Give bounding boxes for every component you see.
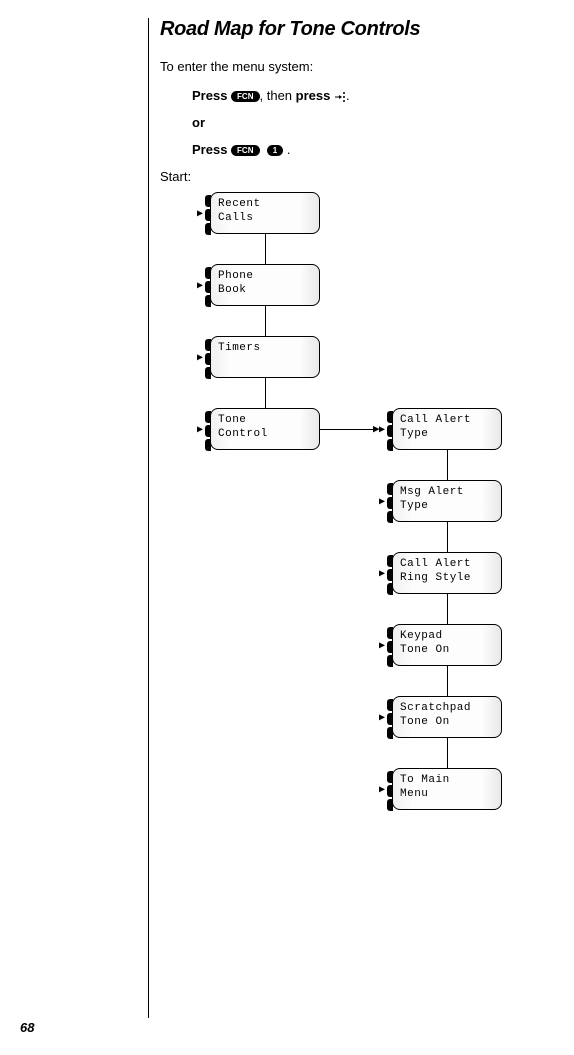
selector-arrow-icon: ▶ xyxy=(379,497,386,510)
intro-text: To enter the menu system: xyxy=(160,59,560,74)
step-1: Press FCN, then press . xyxy=(192,88,560,103)
menu-box-right-5: To MainMenu▶ xyxy=(392,768,502,810)
menu-line2: Tone On xyxy=(400,644,494,658)
menu-line1: Call Alert xyxy=(400,414,494,428)
press-label-3: Press xyxy=(192,142,231,157)
selector-arrow-icon: ▶ xyxy=(379,713,386,726)
menu-line2: Type xyxy=(400,500,494,514)
step2-end: . xyxy=(287,142,291,157)
menu-line2: Calls xyxy=(218,212,312,226)
selector-arrow-icon: ▶ xyxy=(379,641,386,654)
selector-arrow-icon: ▶ xyxy=(197,353,204,366)
menu-line1: Tone xyxy=(218,414,312,428)
menu-box-left-0: RecentCalls▶ xyxy=(210,192,320,234)
menu-box-right-1: Msg AlertType▶ xyxy=(392,480,502,522)
or-label: or xyxy=(192,115,560,130)
page-title: Road Map for Tone Controls xyxy=(160,18,560,41)
fcn-pill: FCN xyxy=(231,91,259,102)
menu-line2: Book xyxy=(218,284,312,298)
menu-line1: Phone xyxy=(218,270,312,284)
selector-arrow-icon: ▶ xyxy=(197,425,204,438)
menu-line1: Scratchpad xyxy=(400,702,494,716)
menu-line1: To Main xyxy=(400,774,494,788)
connector-vertical xyxy=(447,522,448,552)
menu-line1: Recent xyxy=(218,198,312,212)
menu-box-right-0: Call AlertType▶ xyxy=(392,408,502,450)
press-label-1: Press xyxy=(192,88,231,103)
selector-arrow-icon: ▶ xyxy=(197,209,204,222)
menu-line2: Menu xyxy=(400,788,494,802)
connector-horizontal xyxy=(320,429,375,430)
connector-vertical xyxy=(447,666,448,696)
connector-vertical xyxy=(447,738,448,768)
connector-vertical xyxy=(447,594,448,624)
menu-box-left-3: ToneControl▶ xyxy=(210,408,320,450)
start-label: Start: xyxy=(160,169,560,184)
menu-line1: Timers xyxy=(218,342,312,356)
press-label-2: press xyxy=(296,88,334,103)
content-area: Road Map for Tone Controls To enter the … xyxy=(160,18,560,842)
menu-diagram: RecentCalls▶PhoneBook▶Timers▶ToneControl… xyxy=(160,192,560,842)
selector-arrow-icon: ▶ xyxy=(379,785,386,798)
selector-arrow-icon: ▶ xyxy=(379,569,386,582)
menu-line1: Call Alert xyxy=(400,558,494,572)
menu-line2: Type xyxy=(400,428,494,442)
menu-box-right-3: KeypadTone On▶ xyxy=(392,624,502,666)
menu-line2: Ring Style xyxy=(400,572,494,586)
menu-line1: Keypad xyxy=(400,630,494,644)
menu-box-right-2: Call AlertRing Style▶ xyxy=(392,552,502,594)
one-pill: 1 xyxy=(267,145,283,156)
menu-box-left-2: Timers▶ xyxy=(210,336,320,378)
connector-vertical xyxy=(265,378,266,408)
menu-line2: Tone On xyxy=(400,716,494,730)
selector-arrow-icon: ▶ xyxy=(197,281,204,294)
connector-vertical xyxy=(447,450,448,480)
menu-box-right-4: ScratchpadTone On▶ xyxy=(392,696,502,738)
connector-arrow-icon: ▶ xyxy=(373,422,380,436)
menu-icon xyxy=(334,91,346,103)
menu-line2: Control xyxy=(218,428,312,442)
page-number: 68 xyxy=(20,1020,34,1035)
menu-box-left-1: PhoneBook▶ xyxy=(210,264,320,306)
connector-vertical xyxy=(265,306,266,336)
page-divider xyxy=(148,18,149,1018)
fcn-pill-2: FCN xyxy=(231,145,259,156)
step-2: Press FCN 1 . xyxy=(192,142,560,157)
menu-line1: Msg Alert xyxy=(400,486,494,500)
step1-mid: , then xyxy=(260,88,296,103)
step1-end: . xyxy=(346,88,350,103)
connector-vertical xyxy=(265,234,266,264)
